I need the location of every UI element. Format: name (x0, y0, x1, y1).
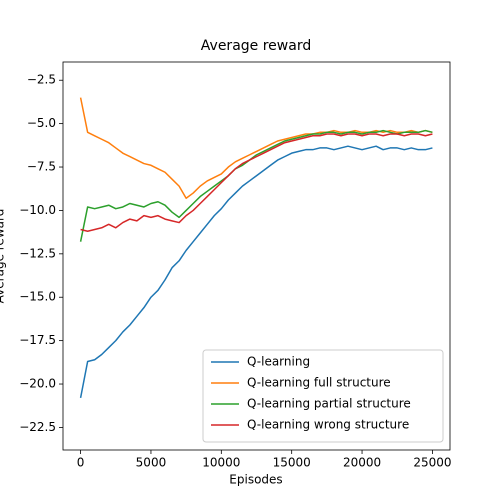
series-line (80, 133, 433, 233)
y-tick-label: −2.5 (27, 73, 56, 87)
y-axis-label: Average reward (0, 209, 7, 304)
legend-label: Q-learning partial structure (247, 397, 411, 411)
y-tick-label: −7.5 (27, 160, 56, 174)
y-tick-label: −20.0 (19, 377, 56, 391)
x-tick-label: 10000 (202, 456, 240, 470)
series-line (79, 97, 433, 200)
legend: Q-learning Q-learning full structure Q-lea… (202, 349, 444, 443)
legend-label: Q-learning (247, 355, 310, 369)
y-tick-label: −22.5 (19, 420, 56, 434)
series-line (79, 129, 433, 242)
x-tick-label: 25000 (413, 456, 451, 470)
x-tick-label: 20000 (343, 456, 381, 470)
plot-frame (62, 61, 451, 451)
series-line (79, 145, 433, 399)
x-axis-label: Episodes (229, 473, 282, 487)
x-tick-label: 15000 (273, 456, 311, 470)
chart-title: Average reward (201, 38, 311, 54)
x-tick-label: 0 (77, 456, 85, 470)
y-tick-label: −15.0 (19, 290, 56, 304)
legend-box (202, 349, 444, 443)
y-tick-label: −17.5 (19, 333, 56, 347)
y-tick-label: −12.5 (19, 246, 56, 260)
legend-label: Q-learning wrong structure (247, 418, 409, 432)
y-tick-label: −10.0 (19, 203, 56, 217)
y-tick-label: −5.0 (27, 116, 56, 130)
legend-label: Q-learning full structure (247, 376, 391, 390)
x-tick-label: 5000 (136, 456, 167, 470)
